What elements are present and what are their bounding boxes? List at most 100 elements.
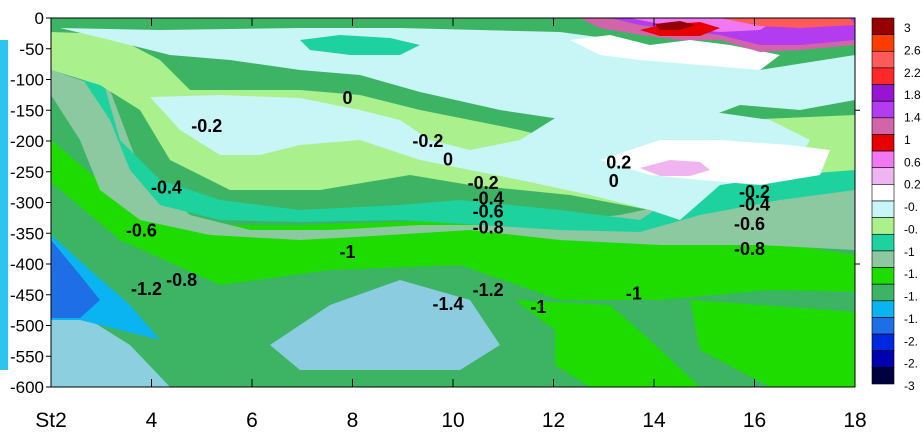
colorbar-swatch-9 — [871, 167, 895, 185]
colorbar-swatch-10 — [871, 184, 895, 202]
contour-label-9: -0.6 — [473, 201, 504, 221]
colorbar-swatch-15 — [871, 267, 895, 285]
x-tick-label-4: 10 — [441, 409, 464, 432]
colorbar-swatch-0 — [871, 17, 895, 35]
band-lightblue-center — [270, 280, 500, 370]
colorbar-swatch-3 — [871, 67, 895, 85]
band-pale-cyan-mid — [150, 95, 810, 220]
colorbar-swatch-6 — [871, 117, 895, 135]
colorbar-label-16: -3 — [904, 379, 915, 393]
x-tick-label-3: 8 — [347, 409, 359, 432]
band-blue-left — [51, 240, 100, 318]
contour-label-15: -0.6 — [126, 220, 157, 240]
colorbar-label-6: 0.6 — [904, 155, 921, 169]
colorbar-swatch-12 — [871, 217, 895, 235]
colorbar-swatch-4 — [871, 84, 895, 102]
band-teal-top-center — [300, 35, 420, 55]
colorbar-label-8: -0. — [904, 200, 918, 214]
colorbar-swatch-16 — [871, 283, 895, 302]
x-tick-label-2: 6 — [246, 409, 258, 432]
colorbar-swatch-17 — [871, 300, 895, 318]
contour-label-18: -1.2 — [131, 279, 162, 299]
contour-label-8: -0.4 — [473, 188, 504, 208]
x-tick-label-8: 18 — [843, 409, 866, 432]
colorbar-swatch-14 — [871, 250, 895, 268]
contour-labels: 0-0.2-0.20 0.20-0.4 -0.2-0.4-0.6-0.8-0.2-0… — [126, 88, 770, 317]
band-pink-patch — [640, 160, 710, 176]
y-tick-label-7: -350 — [10, 224, 44, 243]
y-tick-labels: 0 -50 -100 -150 -200 -250 -300 -350 -400 -450 -500… — [10, 9, 44, 397]
colorbar-label-0: 3 — [904, 21, 911, 35]
colorbar-swatch-2 — [871, 50, 895, 69]
x-tick-label-7: 16 — [743, 409, 766, 432]
band-lime-right — [690, 300, 855, 387]
contour-label-5: 0 — [609, 171, 619, 191]
contour-label-6: -0.4 — [151, 177, 182, 197]
contour-label-3: 0 — [443, 150, 453, 170]
colorbar-label-13: -1. — [904, 312, 918, 326]
band-darkred-top — [655, 21, 695, 30]
band-white-patch — [570, 35, 780, 70]
colorbar-swatch-21 — [871, 367, 895, 385]
colorbar-swatch-20 — [871, 350, 895, 368]
contour-label-12: -0.4 — [739, 194, 770, 214]
band-grey-green — [51, 70, 855, 250]
colorbar-label-4: 1.4 — [904, 111, 921, 125]
colorbar-label-14: -2. — [904, 334, 918, 348]
contour-label-7: -0.2 — [468, 173, 499, 193]
y-tick-label-1: -50 — [19, 40, 44, 59]
colorbar-label-15: -2. — [904, 357, 918, 371]
plot-area — [51, 18, 855, 387]
contour-label-21: -1 — [530, 297, 546, 317]
y-tick-label-8: -400 — [10, 255, 44, 274]
contour-label-22: -1 — [626, 284, 642, 304]
y-tick-label-4: -200 — [10, 132, 44, 151]
contour-label-1: -0.2 — [191, 116, 222, 136]
colorbar-label-1: 2.6 — [904, 43, 921, 57]
y-tick-label-3: -150 — [10, 101, 44, 120]
colorbar-label-9: -0. — [904, 222, 918, 236]
contour-label-19: -1.4 — [432, 294, 463, 314]
colorbar-swatch-8 — [871, 150, 895, 169]
y-tick-label-9: -450 — [10, 286, 44, 305]
y-tick-label-10: -500 — [10, 317, 44, 336]
y-tick-label-0: 0 — [35, 9, 44, 28]
colorbar-label-2: 2.2 — [904, 66, 921, 80]
colorbar-swatch-19 — [871, 333, 895, 352]
left-accent-strip — [0, 40, 8, 370]
colorbar-swatch-5 — [871, 100, 895, 119]
colorbar-swatch-11 — [871, 200, 895, 218]
contour-label-16: -1 — [339, 242, 355, 262]
colorbar-label-7: 0.2 — [904, 178, 921, 192]
contour-label-14: -0.8 — [734, 239, 765, 259]
colorbar-swatch-1 — [871, 34, 895, 52]
band-lightgreen-top-left — [51, 40, 130, 65]
x-tick-labels: St2 4 6 8 10 12 14 16 18 — [35, 409, 866, 432]
x-tick-label-6: 14 — [642, 409, 666, 432]
axis-ticks — [46, 17, 860, 388]
colorbar-label-5: 1 — [904, 133, 911, 147]
contour-label-17: -0.8 — [166, 270, 197, 290]
band-lime-bottom — [515, 300, 700, 387]
y-tick-label-2: -100 — [10, 71, 44, 90]
x-tick-label-0: St2 — [35, 409, 67, 432]
band-lightblue-left — [51, 300, 170, 387]
y-tick-label-6: -300 — [10, 194, 44, 213]
colorbar-swatch-7 — [871, 134, 895, 152]
band-orange-top — [720, 18, 855, 28]
y-tick-label-12: -600 — [10, 378, 44, 397]
colorbar-label-3: 1.8 — [904, 88, 921, 102]
colorbar-legend: 3 2.6 2.2 1.8 1.4 1 0.6 0.2 -0. -0. -1 -1. -1. -1. -2.… — [871, 17, 921, 393]
colorbar-label-10: -1 — [904, 245, 915, 259]
contour-label-2: -0.2 — [412, 131, 443, 151]
contour-label-11: -0.2 — [739, 182, 770, 202]
contour-label-20: -1.2 — [473, 280, 504, 300]
contour-label-10: -0.8 — [473, 217, 504, 237]
colorbar-swatch-13 — [871, 233, 895, 252]
y-tick-label-11: -550 — [10, 347, 44, 366]
x-tick-label-1: 4 — [146, 409, 158, 432]
colorbar-swatch-18 — [871, 317, 895, 335]
colorbar-label-12: -1. — [904, 290, 918, 304]
x-tick-label-5: 12 — [542, 409, 565, 432]
